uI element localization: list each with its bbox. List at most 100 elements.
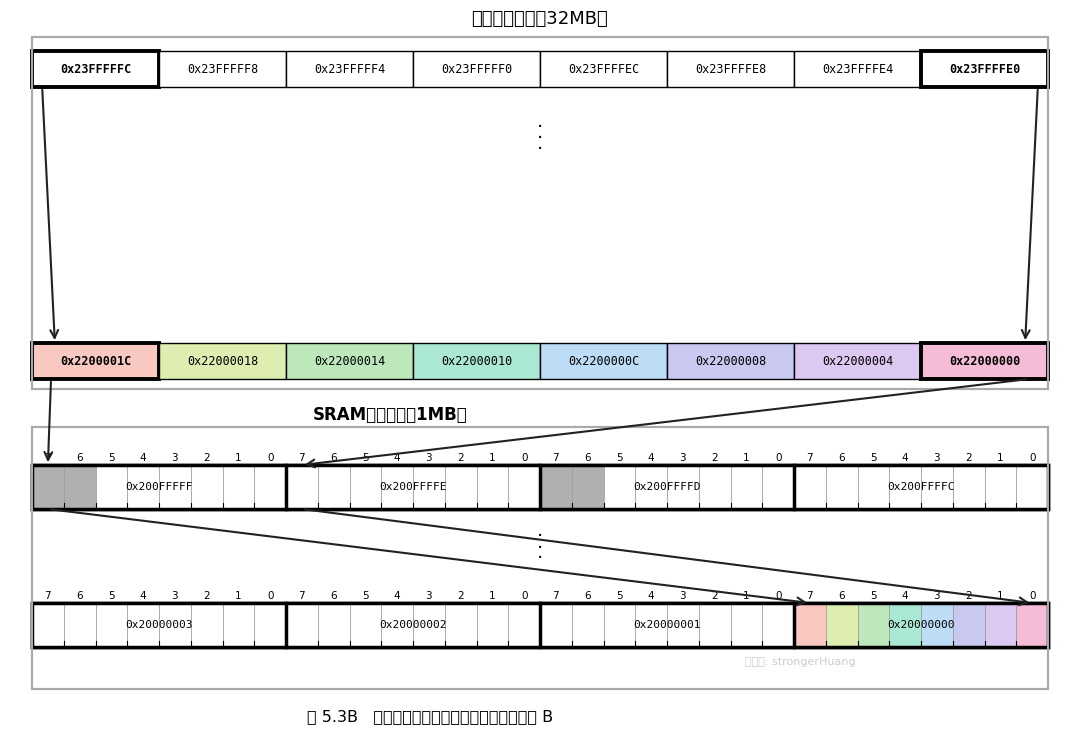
Bar <box>826 603 858 647</box>
Bar <box>635 603 667 647</box>
Bar <box>571 603 604 647</box>
Text: 0x200FFFFD: 0x200FFFFD <box>633 482 701 492</box>
Bar <box>445 603 476 647</box>
Bar <box>889 465 921 509</box>
Text: 3: 3 <box>933 453 941 463</box>
Bar <box>858 603 889 647</box>
Text: 0x200FFFFC: 0x200FFFFC <box>888 482 955 492</box>
Text: 1: 1 <box>743 591 750 601</box>
Text: 微信号: strongerHuang: 微信号: strongerHuang <box>745 657 855 667</box>
Bar <box>445 465 476 509</box>
Bar <box>540 51 667 87</box>
Text: 0: 0 <box>521 591 527 601</box>
Bar <box>254 603 286 647</box>
Text: 0: 0 <box>267 591 273 601</box>
Bar <box>159 465 191 509</box>
Bar <box>318 603 350 647</box>
Bar <box>509 465 540 509</box>
Bar <box>127 465 159 509</box>
Text: 0x20000000: 0x20000000 <box>888 620 955 630</box>
Text: 1: 1 <box>489 591 496 601</box>
Bar <box>32 343 159 379</box>
Text: 7: 7 <box>807 453 813 463</box>
Bar <box>476 603 509 647</box>
Bar <box>32 51 159 87</box>
Bar <box>635 465 667 509</box>
Text: 6: 6 <box>838 591 845 601</box>
Bar <box>604 603 635 647</box>
Bar <box>858 465 889 509</box>
Text: 0x22000008: 0x22000008 <box>694 354 766 368</box>
Bar <box>95 603 127 647</box>
Bar <box>32 465 64 509</box>
Text: 0: 0 <box>774 591 781 601</box>
Bar <box>32 37 1048 389</box>
Bar <box>921 51 1048 87</box>
Bar <box>794 343 921 379</box>
Text: 0x22000014: 0x22000014 <box>314 354 386 368</box>
Bar <box>699 603 730 647</box>
Bar <box>667 603 699 647</box>
Text: 1: 1 <box>235 591 242 601</box>
Text: 5: 5 <box>362 453 368 463</box>
Text: 4: 4 <box>139 591 147 601</box>
Bar <box>159 51 286 87</box>
Text: 5: 5 <box>108 591 114 601</box>
Text: 6: 6 <box>330 591 337 601</box>
Text: 0: 0 <box>1029 453 1036 463</box>
Text: ·: · <box>537 550 543 568</box>
Bar <box>286 465 318 509</box>
Bar <box>571 465 604 509</box>
Bar <box>985 465 1016 509</box>
Text: ·: · <box>537 539 543 557</box>
Text: 5: 5 <box>616 453 623 463</box>
Text: 0x20000003: 0x20000003 <box>125 620 192 630</box>
Text: 0x2200000C: 0x2200000C <box>568 354 639 368</box>
Bar <box>762 465 794 509</box>
Bar <box>32 603 64 647</box>
Bar <box>222 603 254 647</box>
Bar <box>254 465 286 509</box>
Text: 5: 5 <box>870 591 877 601</box>
Bar <box>794 51 921 87</box>
Bar <box>540 343 667 379</box>
Text: 0: 0 <box>774 453 781 463</box>
Text: 1: 1 <box>743 453 750 463</box>
Bar <box>286 51 413 87</box>
Text: 2: 2 <box>712 591 718 601</box>
Text: 0x23FFFFE8: 0x23FFFFE8 <box>694 63 766 75</box>
Bar <box>730 603 762 647</box>
Bar <box>953 465 985 509</box>
Text: 6: 6 <box>77 591 83 601</box>
Text: 4: 4 <box>902 453 908 463</box>
Bar <box>32 603 1048 647</box>
Bar <box>191 465 222 509</box>
Text: 6: 6 <box>584 591 591 601</box>
Text: 0x22000018: 0x22000018 <box>187 354 258 368</box>
Bar <box>95 465 127 509</box>
Text: 7: 7 <box>44 453 51 463</box>
Text: 3: 3 <box>172 453 178 463</box>
Bar <box>127 603 159 647</box>
Text: 7: 7 <box>553 453 559 463</box>
Text: 0x20000002: 0x20000002 <box>379 620 447 630</box>
Bar <box>32 427 1048 689</box>
Text: 5: 5 <box>616 591 623 601</box>
Text: 7: 7 <box>298 453 306 463</box>
Bar <box>32 427 1048 689</box>
Bar <box>222 465 254 509</box>
Bar <box>32 465 1048 509</box>
Text: 0x23FFFFF8: 0x23FFFFF8 <box>187 63 258 75</box>
Text: 6: 6 <box>584 453 591 463</box>
Text: 7: 7 <box>44 591 51 601</box>
Text: 0: 0 <box>1029 591 1036 601</box>
Bar <box>191 603 222 647</box>
Bar <box>32 603 1048 647</box>
Text: 3: 3 <box>679 453 686 463</box>
Text: 7: 7 <box>298 591 306 601</box>
Bar <box>413 465 445 509</box>
Text: 0x2200001C: 0x2200001C <box>59 354 131 368</box>
Text: 3: 3 <box>679 591 686 601</box>
Bar <box>350 603 381 647</box>
Text: ·: · <box>537 128 543 147</box>
